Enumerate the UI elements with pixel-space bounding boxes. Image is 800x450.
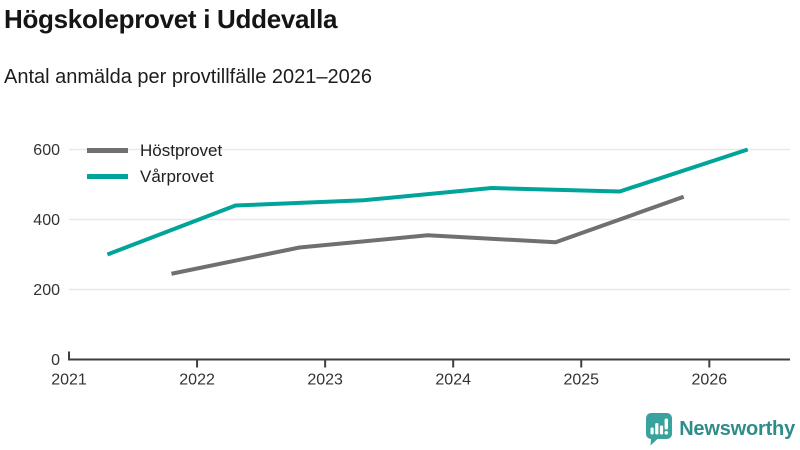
varprovet-line-swatch bbox=[87, 173, 128, 179]
svg-text:2021: 2021 bbox=[51, 372, 87, 389]
chart-subtitle: Antal anmälda per provtillfälle 2021–202… bbox=[4, 66, 373, 88]
chart-title: Högskoleprovet i Uddevalla bbox=[4, 4, 338, 34]
newsworthy-logo[interactable]: Newsworthy bbox=[644, 412, 795, 446]
hostprovet-line-swatch bbox=[87, 147, 128, 153]
svg-text:2025: 2025 bbox=[563, 372, 599, 389]
svg-text:2023: 2023 bbox=[307, 372, 343, 389]
svg-text:2026: 2026 bbox=[692, 372, 728, 389]
svg-text:400: 400 bbox=[33, 212, 60, 229]
legend-item-hostprovet: Höstprovet bbox=[87, 137, 222, 163]
newsworthy-logo-text: Newsworthy bbox=[679, 417, 795, 440]
chart-legend: Höstprovet Vårprovet bbox=[87, 137, 222, 189]
svg-text:200: 200 bbox=[33, 282, 60, 299]
legend-item-varprovet: Vårprovet bbox=[87, 163, 222, 189]
svg-text:2024: 2024 bbox=[435, 372, 471, 389]
legend-label-hostprovet: Höstprovet bbox=[140, 140, 223, 160]
svg-text:2022: 2022 bbox=[179, 372, 215, 389]
svg-text:0: 0 bbox=[51, 352, 60, 369]
legend-label-varprovet: Vårprovet bbox=[140, 166, 214, 186]
newsworthy-bubble-chart-icon bbox=[646, 413, 673, 446]
svg-text:600: 600 bbox=[33, 142, 60, 159]
